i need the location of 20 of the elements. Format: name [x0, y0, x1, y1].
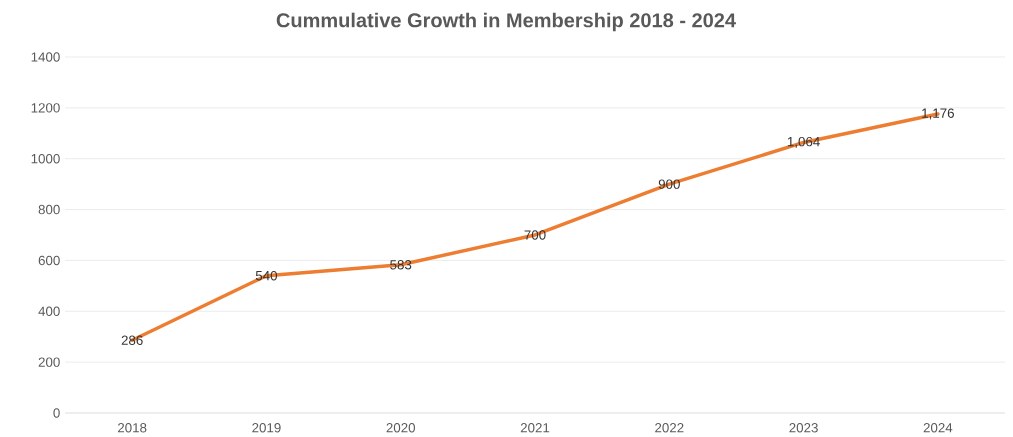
- y-tick-label: 0: [53, 408, 60, 418]
- x-tick-label: 2022: [655, 423, 684, 433]
- data-label: 540: [255, 270, 278, 281]
- data-label: 1,176: [922, 108, 954, 120]
- y-tick-label: 1200: [31, 103, 60, 113]
- chart-title: Cummulative Growth in Membership 2018 - 2024: [276, 12, 736, 32]
- x-tick-label: 2018: [117, 423, 147, 433]
- x-tick-label: 2019: [252, 423, 281, 433]
- x-tick-label: 2021: [520, 423, 550, 433]
- y-tick-label: 600: [38, 255, 60, 266]
- data-label: 286: [121, 335, 143, 346]
- x-tick-label: 2020: [386, 423, 416, 433]
- y-tick-label: 400: [38, 306, 60, 317]
- data-label: 700: [524, 230, 546, 240]
- x-tick-label: 2024: [923, 423, 953, 433]
- y-tick-label: 1400: [31, 52, 60, 62]
- y-tick-label: 200: [38, 357, 60, 367]
- y-tick-label: 1000: [31, 154, 60, 164]
- y-tick-label: 800: [38, 204, 60, 215]
- x-tick-label: 2023: [789, 423, 818, 433]
